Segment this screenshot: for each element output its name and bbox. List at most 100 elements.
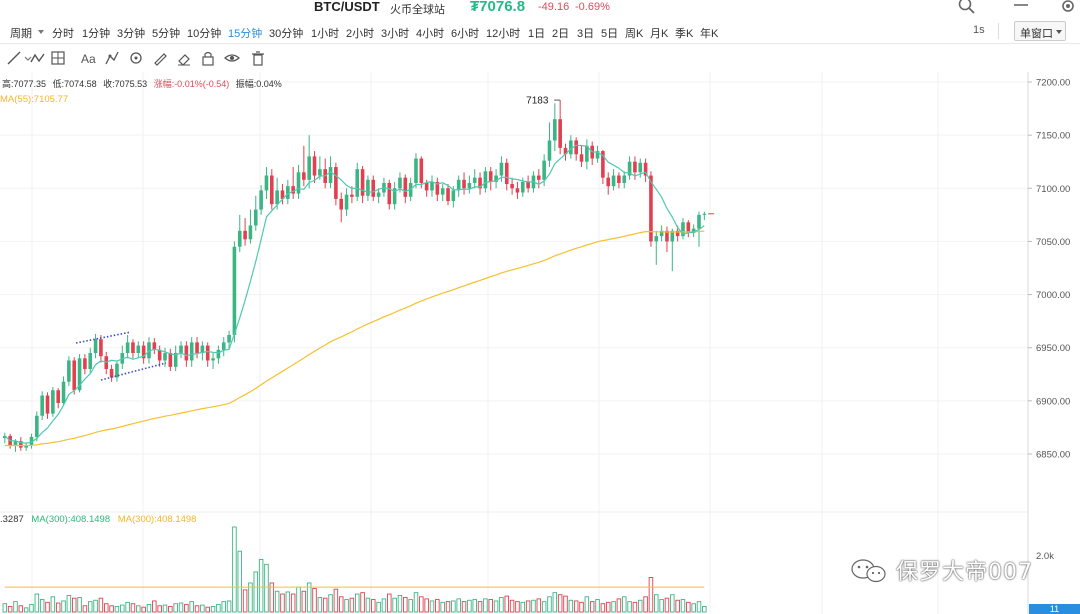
chevron-down-icon[interactable] — [24, 50, 32, 66]
candle-body — [216, 349, 221, 359]
vertical-gridlines — [31, 72, 939, 614]
candle-body — [697, 214, 701, 229]
y-tick-label: 6900.00 — [1036, 396, 1070, 407]
interval-item[interactable]: 月K — [650, 28, 669, 40]
volume-bar — [638, 599, 643, 613]
pencil-tool-icon[interactable] — [152, 50, 168, 66]
interval-item[interactable]: 5分钟 — [152, 28, 181, 40]
volume-bar — [632, 601, 638, 613]
volume-bar — [7, 606, 13, 613]
interval-item[interactable]: 季K — [675, 28, 694, 40]
volume-bar — [109, 605, 114, 613]
volume-bar — [296, 586, 301, 613]
interval-item[interactable]: 周K — [625, 28, 644, 40]
candle-body — [179, 345, 183, 354]
volume-bar — [253, 571, 259, 613]
eye-tool-icon[interactable] — [224, 50, 240, 66]
interval-item[interactable]: 分时 — [52, 28, 74, 40]
pair-name[interactable]: BTC/USDT — [314, 0, 380, 14]
interval-item[interactable]: 10分钟 — [187, 28, 222, 40]
line-tool-icon[interactable] — [6, 50, 22, 66]
volume-bar — [328, 594, 333, 613]
interval-item[interactable]: 3小时 — [381, 28, 410, 40]
volume-bar — [376, 601, 381, 613]
interval-item[interactable]: 2小时 — [346, 28, 375, 40]
settings-icon[interactable] — [1060, 0, 1076, 14]
candle-body — [601, 151, 605, 178]
candle-body — [499, 162, 504, 176]
volume-bar — [691, 603, 696, 613]
interval-item[interactable]: 1日 — [528, 28, 546, 40]
interval-item[interactable]: 4小时 — [416, 28, 445, 40]
candle-body — [462, 179, 466, 189]
candle-body — [339, 198, 344, 210]
period-label[interactable]: 周期 — [10, 28, 32, 40]
refresh-interval[interactable]: 1s — [973, 24, 985, 36]
last-price: ₮7076.8 — [470, 0, 526, 15]
interval-item[interactable]: 30分钟 — [269, 28, 304, 40]
candle-body — [270, 175, 274, 205]
volume-bar — [397, 594, 403, 613]
interval-item[interactable]: 年K — [700, 28, 719, 40]
window-mode-select[interactable]: 单窗口 — [1014, 21, 1066, 41]
trendline-upper — [75, 331, 132, 344]
candle-body — [221, 342, 226, 350]
candle-body — [419, 158, 424, 183]
candle-body — [312, 156, 317, 176]
candle-body — [211, 358, 215, 361]
y-tick-label: 7000.00 — [1036, 290, 1070, 301]
interval-item[interactable]: 5日 — [601, 28, 619, 40]
interval-item[interactable]: 6小时 — [451, 28, 480, 40]
ma-short-line — [4, 144, 705, 444]
trash-icon[interactable] — [250, 50, 266, 66]
volume-bar — [515, 601, 520, 613]
chevron-down-icon[interactable] — [38, 30, 44, 34]
volume-bar — [568, 599, 574, 613]
candle-body — [99, 339, 103, 357]
candle-body — [350, 194, 354, 197]
volume-bar — [520, 601, 526, 613]
interval-item[interactable]: 3日 — [577, 28, 595, 40]
candle-body — [307, 156, 311, 180]
interval-item[interactable]: 1小时 — [311, 28, 340, 40]
chevron-down-icon[interactable] — [1056, 30, 1062, 34]
volume-bar — [451, 600, 456, 613]
interval-item[interactable]: 1分钟 — [82, 28, 111, 40]
volume-bar — [680, 599, 686, 613]
volume-bar — [589, 601, 595, 613]
candle-body — [435, 181, 440, 195]
text-tool-icon[interactable]: Aa — [80, 50, 102, 66]
volume-bar — [456, 598, 461, 613]
volume-bar — [499, 597, 504, 613]
interval-item[interactable]: 12小时 — [486, 28, 521, 40]
candle-body — [510, 184, 514, 189]
volume-bar — [349, 597, 355, 613]
interval-item[interactable]: 2日 — [552, 28, 570, 40]
minimize-icon[interactable] — [1014, 4, 1028, 6]
volume-bar — [45, 601, 50, 613]
volume-bar — [50, 596, 56, 613]
polyline-tool-icon[interactable] — [30, 50, 46, 66]
price-change-pct: -0.69% — [575, 1, 610, 13]
candle-body — [478, 177, 482, 189]
volume-bar — [579, 601, 584, 613]
candle-body — [3, 435, 7, 439]
interval-item-active[interactable]: 15分钟 — [228, 28, 263, 40]
search-icon[interactable] — [958, 0, 976, 15]
eraser-tool-icon[interactable] — [176, 50, 192, 66]
candle-body — [488, 171, 493, 182]
candle-body — [291, 186, 295, 194]
pattern-tool-icon[interactable] — [104, 50, 120, 66]
volume-bar — [381, 598, 387, 613]
candle-body — [595, 151, 600, 159]
grid-tool-icon[interactable] — [50, 50, 66, 66]
lock-tool-icon[interactable] — [200, 50, 216, 66]
candle-body — [355, 169, 360, 197]
volume-bar — [39, 599, 45, 613]
interval-item[interactable]: 3分钟 — [117, 28, 146, 40]
volume-bar — [440, 601, 445, 613]
trendline-lower — [100, 362, 167, 381]
magnet-tool-icon[interactable] — [128, 50, 144, 66]
price-change: -49.16 — [538, 1, 570, 13]
